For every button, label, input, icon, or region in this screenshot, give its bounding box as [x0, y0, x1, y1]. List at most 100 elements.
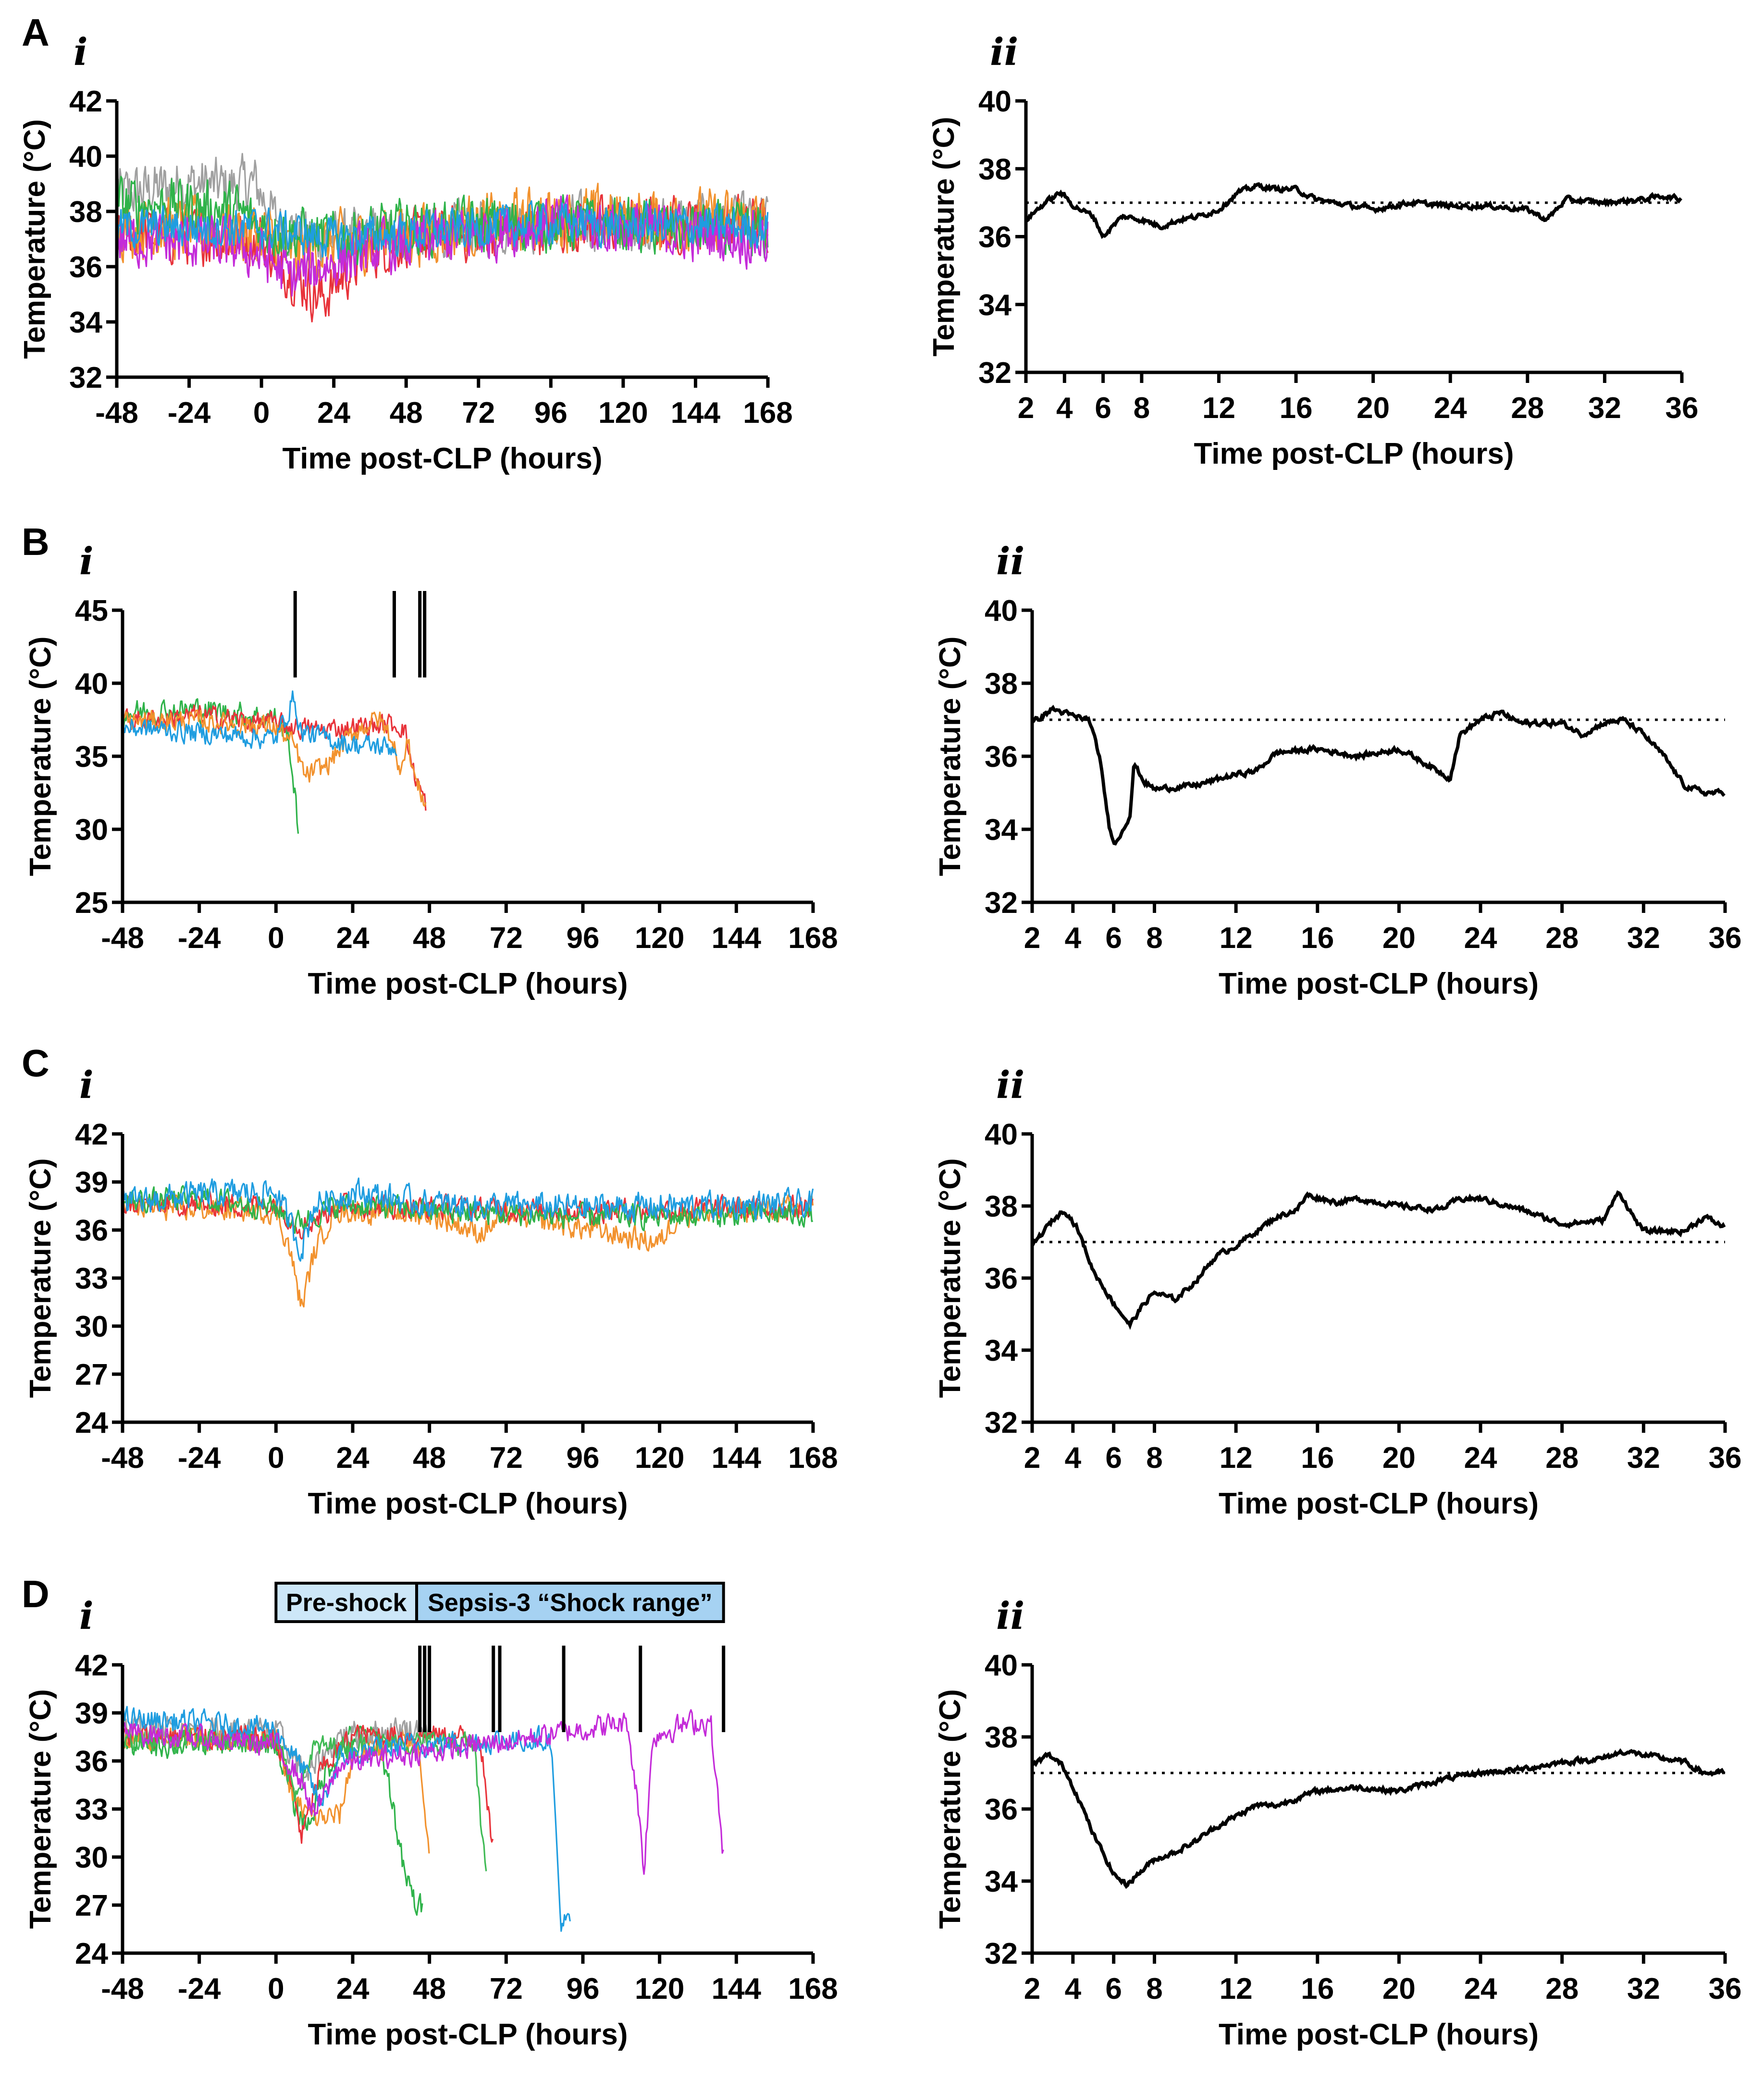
mean-line: [1032, 1748, 1726, 1889]
x-tick-label: 144: [671, 396, 721, 430]
x-tick-label: 24: [1464, 1972, 1497, 2006]
panel-letter: B: [22, 520, 49, 563]
y-tick-label: 33: [75, 1793, 108, 1826]
y-tick-label: 45: [75, 594, 108, 628]
x-tick-label: 20: [1357, 392, 1390, 425]
x-tick-label: 24: [1464, 1441, 1497, 1475]
x-tick-label: 16: [1301, 922, 1334, 955]
y-axis-label: Temperature (°C): [24, 636, 57, 876]
x-axis-label: Time post-CLP (hours): [1194, 437, 1514, 470]
subpanel-label: i: [79, 540, 94, 583]
x-tick-label: -24: [178, 1972, 221, 2006]
y-tick-label: 42: [69, 85, 102, 118]
x-tick-label: 28: [1545, 922, 1579, 955]
x-tick-label: 2: [1024, 922, 1040, 955]
y-tick-label: 38: [985, 1721, 1018, 1754]
x-axis-label: Time post-CLP (hours): [308, 1487, 628, 1520]
subpanel-label: ii: [990, 30, 1018, 74]
x-tick-label: 0: [268, 922, 284, 955]
y-tick-label: 40: [985, 594, 1018, 628]
y-tick-label: 32: [978, 357, 1012, 390]
y-tick-label: 39: [75, 1697, 108, 1730]
mean-line: [1031, 704, 1726, 846]
series-line: [122, 1194, 814, 1308]
y-axis-label: Temperature (°C): [934, 1689, 967, 1929]
x-tick-label: 96: [567, 1441, 600, 1475]
x-tick-label: 4: [1056, 392, 1073, 425]
x-tick-label: 4: [1065, 1441, 1082, 1475]
x-tick-label: -48: [101, 1972, 144, 2006]
y-axis-label: Temperature (°C): [934, 1158, 967, 1398]
x-tick-label: 6: [1105, 1972, 1122, 2006]
y-tick-label: 34: [985, 1334, 1018, 1367]
y-tick-label: 27: [75, 1358, 108, 1391]
y-tick-label: 38: [985, 1190, 1018, 1223]
x-tick-label: 20: [1382, 1972, 1416, 2006]
x-tick-label: 16: [1280, 392, 1313, 425]
x-tick-label: 28: [1511, 392, 1544, 425]
x-axis-label: Time post-CLP (hours): [1219, 2018, 1539, 2051]
x-tick-label: 36: [1709, 922, 1742, 955]
y-axis-label: Temperature (°C): [927, 117, 961, 357]
x-tick-label: 168: [788, 1441, 838, 1475]
y-tick-label: 40: [978, 85, 1012, 118]
x-tick-label: 2: [1024, 1972, 1040, 2006]
x-tick-label: 8: [1146, 1441, 1162, 1475]
y-tick-label: 30: [75, 813, 108, 847]
y-tick-label: 30: [75, 1310, 108, 1343]
x-tick-label: 48: [390, 396, 423, 430]
x-tick-label: 48: [413, 1441, 446, 1475]
x-tick-label: -24: [178, 1441, 221, 1475]
x-tick-label: 6: [1095, 392, 1111, 425]
y-tick-label: 34: [978, 289, 1012, 322]
x-tick-label: 28: [1545, 1441, 1579, 1475]
y-tick-label: 24: [75, 1406, 108, 1440]
y-tick-label: 32: [985, 1937, 1018, 1970]
x-tick-label: 72: [490, 922, 523, 955]
y-tick-label: 36: [985, 740, 1018, 774]
x-tick-label: 12: [1220, 922, 1253, 955]
y-tick-label: 40: [985, 1118, 1018, 1151]
x-tick-label: 72: [462, 396, 495, 430]
x-tick-label: 144: [712, 1972, 762, 2006]
y-tick-label: 30: [75, 1841, 108, 1874]
x-tick-label: 144: [712, 1441, 762, 1475]
x-tick-label: 24: [1464, 922, 1497, 955]
x-axis-label: Time post-CLP (hours): [283, 442, 603, 475]
y-tick-label: 36: [75, 1214, 108, 1247]
y-tick-label: 32: [69, 361, 102, 394]
x-tick-label: 8: [1146, 1972, 1162, 2006]
y-tick-label: 36: [75, 1745, 108, 1778]
x-axis-label: Time post-CLP (hours): [308, 2018, 628, 2051]
x-tick-label: 4: [1065, 1972, 1082, 2006]
range-label: Pre-shock: [286, 1589, 407, 1617]
x-tick-label: 4: [1065, 922, 1082, 955]
range-label: Sepsis-3 “Shock range”: [428, 1589, 712, 1617]
x-tick-label: 12: [1220, 1972, 1253, 2006]
x-tick-label: 168: [788, 922, 838, 955]
x-tick-label: 36: [1709, 1441, 1742, 1475]
x-tick-label: 32: [1627, 1972, 1660, 2006]
y-tick-label: 32: [985, 886, 1018, 920]
y-tick-label: 42: [75, 1649, 108, 1682]
x-tick-label: 6: [1105, 922, 1122, 955]
x-tick-label: 20: [1382, 922, 1416, 955]
x-tick-label: -24: [178, 922, 221, 955]
y-tick-label: 27: [75, 1889, 108, 1922]
x-tick-label: 96: [534, 396, 567, 430]
y-tick-label: 40: [985, 1649, 1018, 1682]
x-tick-label: 120: [635, 1441, 684, 1475]
y-tick-label: 34: [985, 1865, 1018, 1898]
x-axis-label: Time post-CLP (hours): [1219, 967, 1539, 1000]
series-line: [122, 709, 427, 807]
x-tick-label: 48: [413, 1972, 446, 2006]
x-tick-label: 8: [1146, 922, 1162, 955]
x-tick-label: 36: [1709, 1972, 1742, 2006]
series-line: [122, 1709, 724, 1875]
y-tick-label: 36: [978, 221, 1012, 254]
y-tick-label: 42: [75, 1118, 108, 1151]
y-tick-label: 36: [69, 251, 102, 284]
x-tick-label: 72: [490, 1441, 523, 1475]
